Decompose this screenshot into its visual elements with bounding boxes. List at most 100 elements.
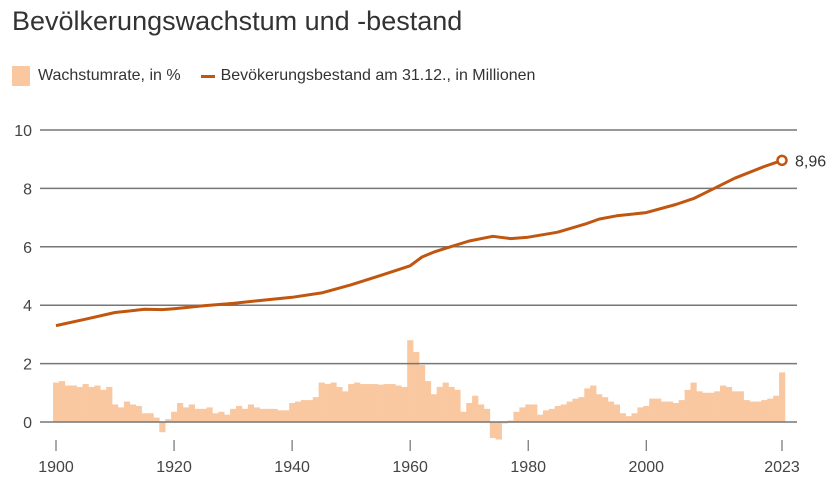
bar-1906 bbox=[88, 386, 95, 422]
bar-1961 bbox=[413, 351, 420, 422]
bar-1948 bbox=[336, 386, 343, 422]
bar-1978 bbox=[513, 411, 520, 422]
bar-1922 bbox=[182, 407, 190, 422]
bar-2001 bbox=[649, 398, 656, 422]
bar-1943 bbox=[306, 400, 314, 422]
bar-2005 bbox=[672, 403, 680, 422]
bar-1909 bbox=[106, 386, 113, 422]
bar-1997 bbox=[625, 416, 632, 422]
legend-swatch-line bbox=[200, 74, 215, 78]
bar-2012 bbox=[714, 391, 721, 422]
bar-1995 bbox=[613, 404, 620, 422]
bar-1954 bbox=[371, 384, 378, 422]
legend-label-population: Bevökerungsbestand am 31.12., in Million… bbox=[220, 67, 536, 84]
bar-1996 bbox=[619, 413, 626, 422]
bar-1986 bbox=[560, 404, 567, 422]
bar-1953 bbox=[365, 384, 373, 422]
bar-2009 bbox=[696, 391, 703, 422]
bar-1924 bbox=[194, 408, 201, 422]
x-tick-label: 1980 bbox=[510, 459, 546, 476]
bar-2011 bbox=[708, 392, 715, 422]
bar-1994 bbox=[607, 401, 615, 422]
endpoint-label: 8,96 bbox=[795, 153, 826, 170]
bar-1952 bbox=[359, 384, 367, 422]
bar-2013 bbox=[720, 385, 727, 422]
bar-1907 bbox=[94, 385, 101, 422]
x-tick-label: 1960 bbox=[392, 459, 428, 476]
bar-2021 bbox=[767, 398, 774, 422]
bar-2016 bbox=[737, 391, 744, 422]
bar-1902 bbox=[64, 385, 72, 422]
bar-2006 bbox=[678, 400, 685, 422]
bar-1900 bbox=[53, 382, 60, 422]
bar-1962 bbox=[419, 365, 426, 422]
bar-1968 bbox=[454, 389, 461, 422]
bar-1951 bbox=[354, 382, 361, 422]
bar-1980 bbox=[525, 404, 532, 422]
bar-1991 bbox=[590, 385, 597, 422]
bar-1910 bbox=[112, 404, 119, 422]
bar-2022 bbox=[773, 395, 780, 422]
bar-1925 bbox=[200, 408, 207, 422]
bar-1916 bbox=[147, 413, 154, 422]
bar-2015 bbox=[731, 391, 739, 422]
bar-1935 bbox=[259, 408, 266, 422]
bar-1928 bbox=[218, 411, 225, 422]
bar-2002 bbox=[655, 398, 662, 422]
x-tick-label: 1940 bbox=[274, 459, 310, 476]
bar-2007 bbox=[684, 389, 691, 422]
bar-1972 bbox=[478, 404, 485, 422]
bar-1955 bbox=[377, 384, 384, 422]
x-tick-label: 2000 bbox=[628, 459, 664, 476]
population-endpoint bbox=[776, 154, 788, 167]
bar-1901 bbox=[58, 381, 66, 422]
x-tick-label: 1900 bbox=[38, 459, 74, 476]
bar-1967 bbox=[448, 386, 455, 422]
y-tick-label: 8 bbox=[23, 181, 32, 198]
bar-1981 bbox=[531, 404, 538, 422]
legend-swatch-bar bbox=[12, 66, 30, 86]
y-tick-label: 6 bbox=[23, 240, 32, 257]
bar-1982 bbox=[537, 414, 544, 422]
bar-1988 bbox=[572, 398, 579, 422]
bar-1923 bbox=[188, 404, 196, 422]
bar-1985 bbox=[554, 405, 561, 422]
bar-1938 bbox=[277, 410, 284, 422]
bar-1947 bbox=[330, 382, 337, 422]
legend-label-growth: Wachstumrate, in % bbox=[38, 67, 181, 84]
bar-2000 bbox=[643, 405, 650, 422]
bar-1974 bbox=[489, 422, 497, 439]
bar-1973 bbox=[483, 408, 491, 422]
bar-1949 bbox=[342, 391, 349, 422]
bar-1970 bbox=[466, 403, 473, 422]
bar-1987 bbox=[566, 401, 573, 422]
bar-1957 bbox=[389, 384, 396, 422]
bar-1965 bbox=[436, 386, 443, 422]
bar-2014 bbox=[725, 386, 733, 422]
bar-2004 bbox=[666, 401, 674, 422]
bar-1921 bbox=[177, 403, 184, 422]
bar-1979 bbox=[519, 407, 526, 422]
x-tick-label: 2023 bbox=[764, 459, 800, 476]
bar-1936 bbox=[265, 408, 272, 422]
y-tick-label: 4 bbox=[23, 298, 32, 315]
y-tick-label: 10 bbox=[14, 123, 32, 140]
bar-1960 bbox=[407, 340, 414, 422]
bar-1971 bbox=[472, 395, 479, 422]
bar-1930 bbox=[230, 408, 237, 422]
bar-1940 bbox=[289, 403, 296, 422]
bar-2020 bbox=[761, 400, 768, 422]
bar-1929 bbox=[224, 414, 231, 422]
bar-1966 bbox=[442, 382, 449, 422]
bar-1926 bbox=[206, 407, 213, 422]
bar-2019 bbox=[755, 401, 762, 422]
bar-1927 bbox=[212, 413, 219, 422]
bar-2017 bbox=[743, 400, 750, 422]
bar-1934 bbox=[253, 407, 260, 422]
bar-1920 bbox=[171, 411, 178, 422]
bar-1958 bbox=[395, 385, 402, 422]
bar-1944 bbox=[312, 397, 319, 422]
bar-1908 bbox=[100, 389, 107, 422]
bar-2018 bbox=[749, 401, 756, 422]
